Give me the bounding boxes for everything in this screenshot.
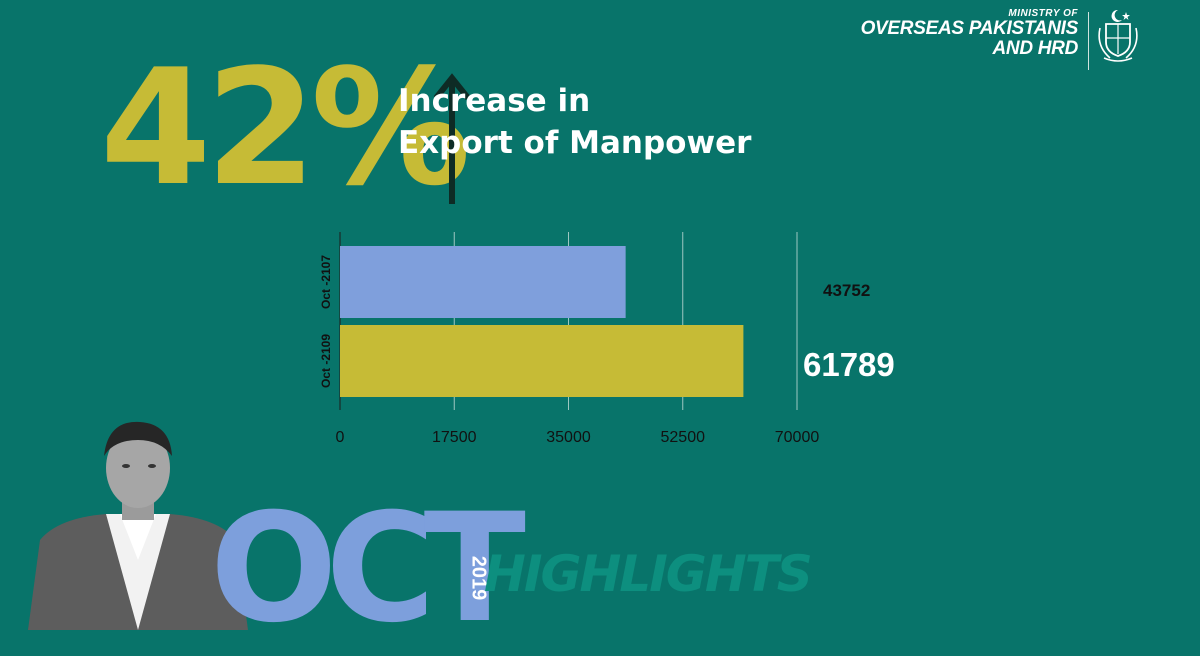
x-tick-label: 52500 (661, 429, 706, 446)
headline-text: Increase in Export of Manpower (398, 80, 751, 164)
logo-divider (1088, 12, 1089, 70)
bar-oct-2109 (340, 325, 744, 397)
headline-line-2: Export of Manpower (398, 125, 752, 161)
up-arrow-icon (433, 73, 471, 204)
x-tick-label: 17500 (432, 429, 477, 446)
ministry-line-2: AND HRD (992, 38, 1078, 59)
x-tick-label: 70000 (775, 429, 820, 446)
data-label: 43752 (823, 281, 870, 300)
year-label-vertical: 2019 (468, 556, 490, 601)
manpower-export-bar-chart: Oct -2107 Oct -2109 43752 61789 0 17500 35000 5… (319, 232, 895, 446)
ministry-logo-text: MINISTRY OF OVERSEAS PAKISTANIS AND HRD (860, 8, 1079, 59)
percent-increase: 42% (100, 34, 471, 221)
x-tick-label: 0 (336, 429, 345, 446)
pakistan-emblem-icon (1098, 9, 1138, 62)
person-photo-icon (28, 421, 248, 630)
category-label: Oct -2107 (319, 255, 333, 309)
month-label: OCT (210, 482, 526, 656)
highlights-label: HIGHLIGHTS (484, 545, 813, 603)
headline-line-1: Increase in (398, 83, 591, 119)
x-tick-label: 35000 (546, 429, 591, 446)
bar-oct-2107 (340, 246, 626, 318)
data-label: 61789 (803, 346, 895, 383)
ministry-line-1: OVERSEAS PAKISTANIS (860, 18, 1079, 39)
year-label: 2019 (468, 556, 490, 601)
ministry-small-label: MINISTRY OF (1008, 8, 1078, 19)
category-label: Oct -2109 (319, 334, 333, 388)
